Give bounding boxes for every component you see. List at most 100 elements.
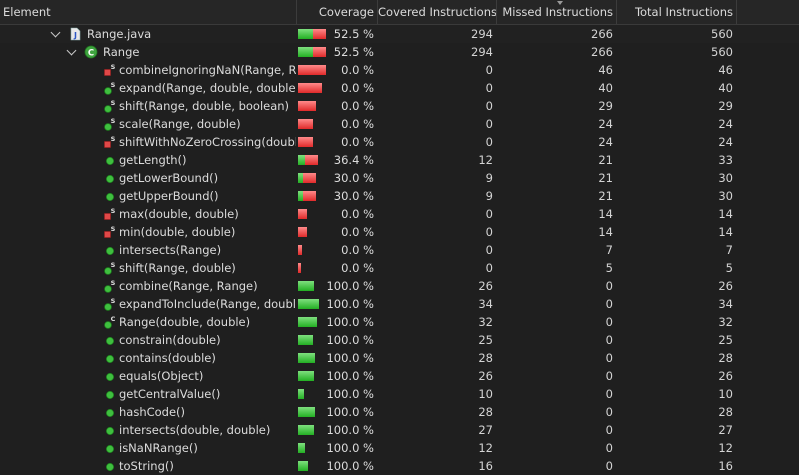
table-row[interactable]: J Range.java 52.5 % 294 266 560 <box>0 25 799 43</box>
element-cell: isNaNRange() <box>0 439 296 457</box>
coverage-bar <box>298 173 316 183</box>
coverage-cell: 100.0 % <box>296 403 378 421</box>
covered-instructions-cell: 32 <box>478 315 493 329</box>
covered-instructions-cell: 0 <box>485 207 493 221</box>
total-instructions-cell: 25 <box>718 333 733 347</box>
coverage-percent: 100.0 % <box>326 279 374 293</box>
total-instructions-cell: 30 <box>718 171 733 185</box>
covered-instructions-cell: 28 <box>478 351 493 365</box>
covered-bar-segment <box>298 353 315 363</box>
column-header-missed-instructions[interactable]: Missed Instructions <box>497 0 617 24</box>
covered-bar-segment <box>298 425 314 435</box>
covered-bar-segment <box>298 173 303 183</box>
column-header-element[interactable]: Element <box>0 0 297 24</box>
coverage-percent: 0.0 % <box>341 63 374 77</box>
missed-instructions-cell: 266 <box>591 45 613 59</box>
coverage-bar <box>298 425 314 435</box>
missed-instructions-cell: 21 <box>598 171 613 185</box>
missed-bar-segment <box>303 191 316 201</box>
table-row[interactable]: C Range(double, double) 100.0 % 32 0 32 <box>0 313 799 331</box>
missed-bar-segment <box>298 263 301 273</box>
covered-instructions-cell: 9 <box>485 189 493 203</box>
coverage-percent: 0.0 % <box>341 117 374 131</box>
sort-descending-icon <box>557 1 563 5</box>
covered-instructions-cell: 294 <box>471 45 493 59</box>
coverage-percent: 100.0 % <box>326 441 374 455</box>
table-row[interactable]: isNaNRange() 100.0 % 12 0 12 <box>0 439 799 457</box>
table-row[interactable]: getCentralValue() 100.0 % 10 0 10 <box>0 385 799 403</box>
element-name: shift(Range, double) <box>119 261 236 275</box>
coverage-cell: 30.0 % <box>296 187 378 205</box>
column-header-covered-instructions[interactable]: Covered Instructions <box>378 0 497 24</box>
total-instructions-cell: 32 <box>718 315 733 329</box>
public-static-method-icon: S <box>103 117 117 131</box>
private-static-method-icon: S <box>103 225 117 239</box>
coverage-bar <box>298 443 305 453</box>
coverage-bar <box>298 353 315 363</box>
table-row[interactable]: hashCode() 100.0 % 28 0 28 <box>0 403 799 421</box>
coverage-cell: 100.0 % <box>296 313 378 331</box>
total-instructions-cell: 26 <box>718 369 733 383</box>
element-name: getUpperBound() <box>119 189 219 203</box>
covered-instructions-cell: 16 <box>478 459 493 473</box>
covered-instructions-cell: 0 <box>485 225 493 239</box>
coverage-cell: 0.0 % <box>296 79 378 97</box>
table-row[interactable]: C Range 52.5 % 294 266 560 <box>0 43 799 61</box>
missed-instructions-cell: 40 <box>598 81 613 95</box>
element-cell: constrain(double) <box>0 331 296 349</box>
element-cell: contains(double) <box>0 349 296 367</box>
column-header-total-instructions[interactable]: Total Instructions <box>617 0 737 24</box>
coverage-bar <box>298 47 326 57</box>
coverage-bar <box>298 371 314 381</box>
covered-bar-segment <box>298 461 308 471</box>
column-header-coverage[interactable]: Coverage <box>297 0 378 24</box>
coverage-percent: 100.0 % <box>326 387 374 401</box>
table-row[interactable]: toString() 100.0 % 16 0 16 <box>0 457 799 475</box>
table-row[interactable]: getLength() 36.4 % 12 21 33 <box>0 151 799 169</box>
covered-bar-segment <box>298 281 314 291</box>
covered-bar-segment <box>298 335 313 345</box>
element-cell: toString() <box>0 457 296 475</box>
table-row[interactable]: equals(Object) 100.0 % 26 0 26 <box>0 367 799 385</box>
missed-instructions-cell: 0 <box>605 441 613 455</box>
missed-instructions-cell: 7 <box>605 243 613 257</box>
total-instructions-cell: 30 <box>718 189 733 203</box>
public-method-icon <box>103 189 117 203</box>
coverage-cell: 100.0 % <box>296 457 378 475</box>
coverage-cell: 100.0 % <box>296 331 378 349</box>
missed-instructions-cell: 0 <box>605 279 613 293</box>
coverage-percent: 0.0 % <box>341 207 374 221</box>
coverage-percent: 100.0 % <box>326 315 374 329</box>
svg-text:S: S <box>111 117 116 125</box>
coverage-percent: 100.0 % <box>326 297 374 311</box>
coverage-cell: 0.0 % <box>296 61 378 79</box>
coverage-cell: 36.4 % <box>296 151 378 169</box>
coverage-cell: 0.0 % <box>296 115 378 133</box>
table-row[interactable]: getUpperBound() 30.0 % 9 21 30 <box>0 187 799 205</box>
expand-chevron-icon[interactable] <box>66 45 77 56</box>
table-row[interactable]: getLowerBound() 30.0 % 9 21 30 <box>0 169 799 187</box>
missed-instructions-cell: 0 <box>605 315 613 329</box>
covered-instructions-cell: 294 <box>471 27 493 41</box>
table-row[interactable]: constrain(double) 100.0 % 25 0 25 <box>0 331 799 349</box>
element-name: getCentralValue() <box>119 387 221 401</box>
table-row[interactable]: intersects(Range) 0.0 % 0 7 7 <box>0 241 799 259</box>
coverage-cell: 100.0 % <box>296 439 378 457</box>
table-row[interactable]: contains(double) 100.0 % 28 0 28 <box>0 349 799 367</box>
coverage-bar <box>298 119 313 129</box>
public-method-icon <box>103 153 117 167</box>
table-row[interactable]: intersects(double, double) 100.0 % 27 0 27 <box>0 421 799 439</box>
expand-chevron-icon[interactable] <box>50 27 61 38</box>
coverage-cell: 0.0 % <box>296 223 378 241</box>
covered-instructions-cell: 10 <box>478 387 493 401</box>
